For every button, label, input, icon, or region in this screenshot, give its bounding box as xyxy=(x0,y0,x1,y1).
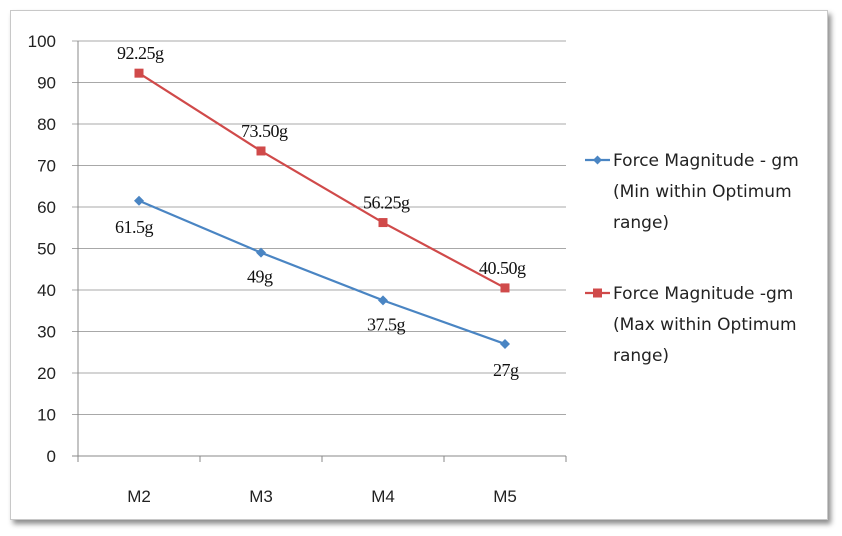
x-tick-label: M3 xyxy=(249,487,273,506)
data-label: 40.50g xyxy=(479,258,526,278)
y-tick-label: 10 xyxy=(37,406,56,425)
y-tick-label: 90 xyxy=(37,74,56,93)
y-tick-label: 20 xyxy=(37,364,56,383)
legend-marker-square xyxy=(593,288,602,298)
data-point-diamond xyxy=(378,295,388,306)
series-line xyxy=(138,72,506,289)
legend-label: Force Magnitude -gm xyxy=(613,284,793,304)
legend-label: (Min within Optimum xyxy=(613,182,792,202)
legend-marker-diamond xyxy=(593,155,602,165)
data-point-square xyxy=(134,68,144,78)
data-point-diamond xyxy=(134,195,144,206)
y-tick-label: 30 xyxy=(37,323,56,342)
y-tick-label: 60 xyxy=(37,198,56,217)
data-label: 73.50g xyxy=(241,121,288,141)
legend-label: Force Magnitude - gm xyxy=(613,151,799,171)
data-label: 56.25g xyxy=(363,193,410,213)
y-tick-label: 70 xyxy=(37,157,56,176)
legend-label: (Max within Optimum xyxy=(613,315,797,335)
legend-label: range) xyxy=(613,213,669,233)
y-tick-label: 50 xyxy=(37,240,56,259)
x-tick-label: M2 xyxy=(127,487,151,506)
series-line xyxy=(138,199,506,345)
data-label: 61.5g xyxy=(115,217,154,237)
x-tick-label: M5 xyxy=(493,487,517,506)
data-point-square xyxy=(256,146,266,156)
data-point-square xyxy=(500,283,510,293)
y-tick-label: 80 xyxy=(37,115,56,134)
data-label: 92.25g xyxy=(117,43,164,63)
y-tick-label: 40 xyxy=(37,281,56,300)
data-label: 37.5g xyxy=(367,314,406,334)
legend-label: range) xyxy=(613,346,669,366)
data-point-diamond xyxy=(256,247,266,258)
chart-frame xyxy=(10,10,828,520)
data-point-diamond xyxy=(500,338,510,349)
data-label: 49g xyxy=(247,267,273,287)
data-label: 27g xyxy=(493,360,519,380)
y-tick-label: 0 xyxy=(47,447,56,466)
data-point-square xyxy=(378,218,388,228)
x-tick-label: M4 xyxy=(371,487,395,506)
y-tick-label: 100 xyxy=(28,32,56,51)
